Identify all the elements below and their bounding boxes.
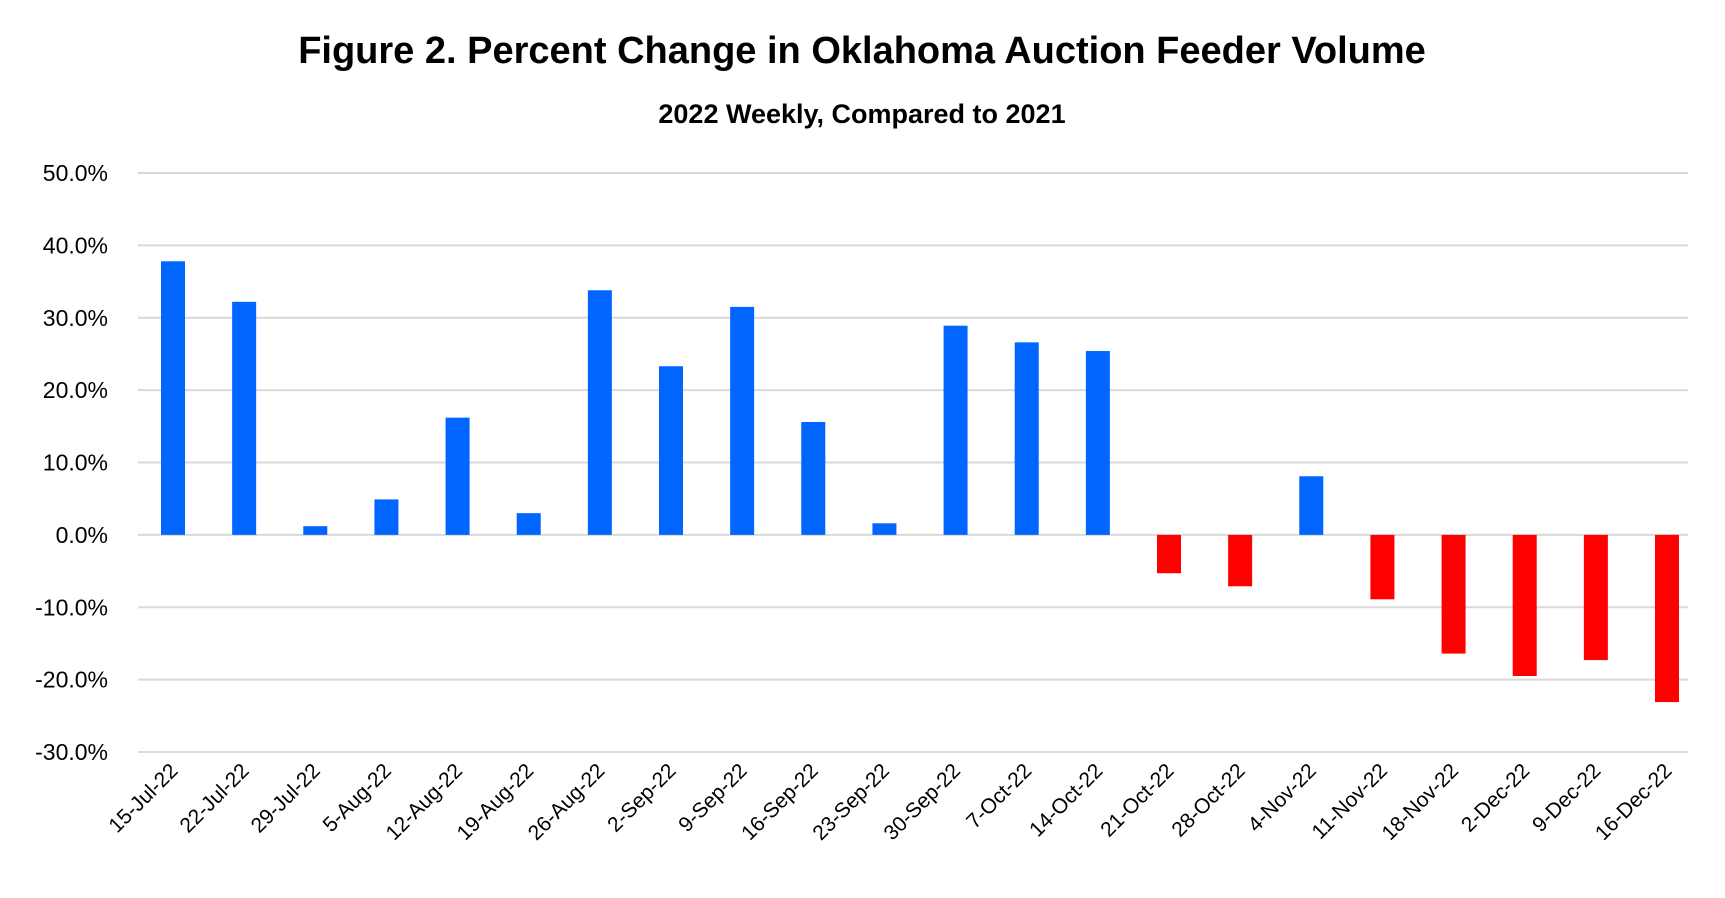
x-tick-label: 23-Sep-22 bbox=[808, 759, 894, 845]
bar bbox=[1228, 534, 1253, 587]
x-tick-label: 16-Sep-22 bbox=[737, 759, 823, 845]
bar bbox=[1370, 534, 1395, 600]
x-tick-label: 28-Oct-22 bbox=[1167, 759, 1249, 841]
x-tick-label: 12-Aug-22 bbox=[381, 759, 467, 845]
bar bbox=[374, 499, 399, 535]
bar bbox=[1655, 534, 1679, 703]
bar bbox=[232, 301, 257, 535]
x-tick-label: 22-Jul-22 bbox=[175, 759, 253, 837]
x-tick-label: 21-Oct-22 bbox=[1096, 759, 1178, 841]
x-tick-label: 19-Aug-22 bbox=[453, 759, 539, 845]
y-tick-label: 30.0% bbox=[43, 305, 108, 331]
x-tick-label: 2-Sep-22 bbox=[603, 759, 680, 836]
bar bbox=[659, 366, 683, 535]
bar bbox=[587, 290, 612, 535]
chart-subtitle: 2022 Weekly, Compared to 2021 bbox=[658, 99, 1065, 129]
bar bbox=[1583, 534, 1608, 661]
y-tick-label: 40.0% bbox=[43, 232, 108, 258]
bar bbox=[303, 526, 328, 535]
x-tick-label: 29-Jul-22 bbox=[247, 759, 325, 837]
x-tick-label: 14-Oct-22 bbox=[1025, 759, 1107, 841]
y-tick-label: -20.0% bbox=[35, 667, 108, 693]
bar bbox=[1299, 476, 1324, 535]
bar bbox=[1512, 534, 1537, 677]
bar bbox=[943, 325, 968, 535]
y-tick-label: 10.0% bbox=[43, 450, 108, 476]
bar bbox=[1157, 534, 1181, 574]
y-tick-label: -30.0% bbox=[35, 739, 108, 765]
x-tick-label: 2-Dec-22 bbox=[1457, 759, 1534, 836]
bar bbox=[161, 261, 185, 535]
bar bbox=[872, 523, 897, 535]
chart-title: Figure 2. Percent Change in Oklahoma Auc… bbox=[298, 30, 1426, 72]
bar bbox=[516, 513, 541, 535]
y-tick-label: 0.0% bbox=[56, 522, 108, 548]
bar bbox=[1441, 534, 1466, 654]
x-tick-label: 7-Oct-22 bbox=[962, 759, 1036, 833]
x-tick-label: 30-Sep-22 bbox=[879, 759, 965, 845]
bar bbox=[1014, 342, 1039, 535]
y-tick-label: 20.0% bbox=[43, 377, 108, 403]
x-tick-label: 26-Aug-22 bbox=[524, 759, 610, 845]
x-tick-label: 15-Jul-22 bbox=[104, 759, 182, 837]
bar bbox=[730, 306, 755, 535]
x-tick-label: 16-Dec-22 bbox=[1591, 759, 1677, 845]
bar bbox=[1085, 351, 1110, 535]
bar bbox=[445, 417, 470, 535]
y-tick-label: -10.0% bbox=[35, 594, 108, 620]
bar bbox=[801, 421, 826, 535]
x-tick-label: 18-Nov-22 bbox=[1378, 759, 1464, 845]
y-tick-label: 50.0% bbox=[43, 160, 108, 186]
